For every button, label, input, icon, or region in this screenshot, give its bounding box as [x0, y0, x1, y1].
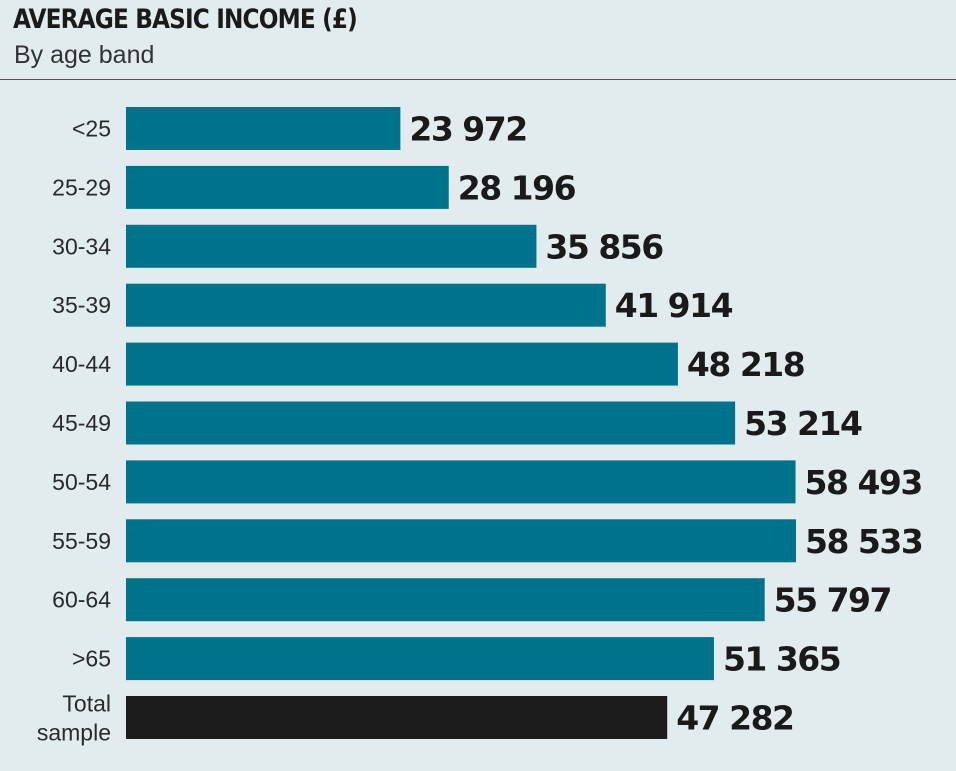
- bar-0: [126, 107, 401, 150]
- value-label-10: 47 282: [676, 699, 793, 738]
- chart-header: AVERAGE BASIC INCOME (£) By age band: [0, 0, 956, 80]
- category-label-10: Total sample: [37, 691, 111, 746]
- value-label-6: 58 493: [805, 463, 922, 502]
- bar-1: [126, 165, 449, 209]
- bar-10: [126, 696, 668, 739]
- value-label-2: 35 856: [545, 227, 663, 266]
- value-label-0: 23 972: [409, 110, 526, 149]
- bar-2: [126, 224, 537, 268]
- category-label-8: 60-64: [52, 587, 111, 613]
- category-label-9: >65: [72, 646, 111, 672]
- value-label-7: 58 533: [805, 522, 922, 561]
- bar-4: [126, 342, 678, 386]
- value-label-8: 55 797: [774, 581, 891, 620]
- category-label-7: 55-59: [52, 528, 111, 554]
- bar-5: [126, 401, 736, 445]
- bar-7: [126, 519, 796, 563]
- category-label-4: 40-44: [52, 351, 111, 377]
- value-label-5: 53 214: [744, 404, 862, 443]
- value-label-1: 28 196: [458, 168, 576, 207]
- chart-title: AVERAGE BASIC INCOME (£): [13, 4, 358, 35]
- category-label-2: 30-34: [52, 233, 111, 259]
- value-label-4: 48 218: [687, 345, 804, 384]
- category-label-1: 25-29: [52, 174, 111, 200]
- bar-6: [126, 460, 796, 504]
- category-label-6: 50-54: [52, 469, 111, 495]
- category-label-5: 45-49: [52, 410, 111, 436]
- value-label-9: 51 365: [723, 640, 840, 679]
- value-label-3: 41 914: [615, 286, 733, 325]
- chart-subtitle: By age band: [14, 41, 155, 69]
- bar-8: [126, 578, 765, 622]
- category-label-0: <25: [72, 116, 111, 142]
- bar-9: [126, 637, 714, 681]
- category-label-3: 35-39: [52, 292, 111, 318]
- bar-3: [126, 283, 606, 327]
